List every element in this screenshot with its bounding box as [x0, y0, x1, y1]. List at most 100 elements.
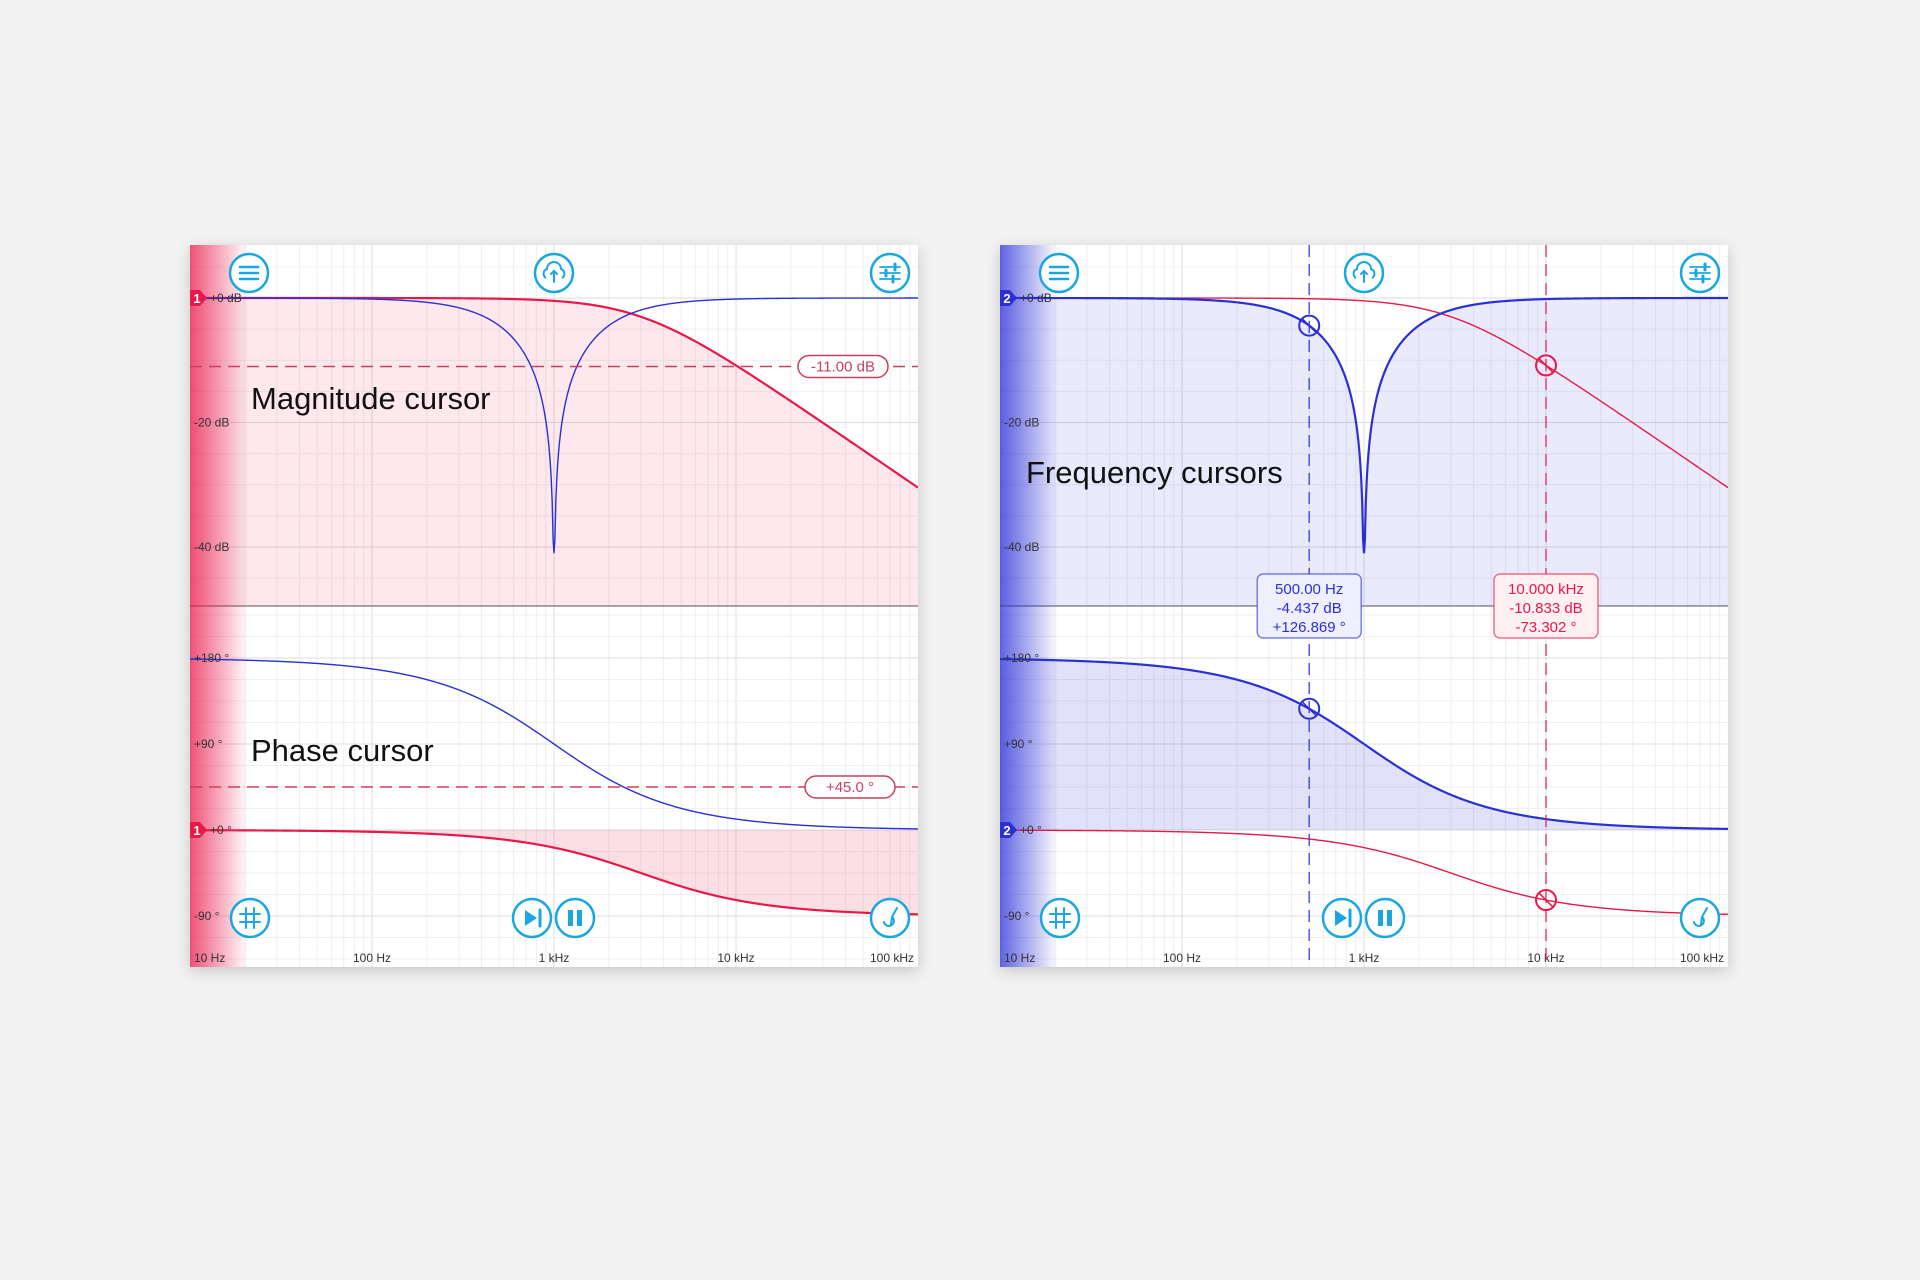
cursor-label-box: [804, 775, 896, 799]
sliders-icon[interactable]: [1679, 252, 1721, 294]
badge-number: 2: [1003, 823, 1010, 838]
grid-icon[interactable]: [229, 897, 271, 939]
readout-line: +126.869 °: [1273, 619, 1346, 636]
cursor-marker-ring: [1535, 354, 1557, 377]
readout-line: -4.437 dB: [1277, 600, 1342, 617]
frequency-tick-label: 100 Hz: [353, 951, 391, 965]
badge-shape: [190, 290, 207, 306]
cloud-upload-icon[interactable]: [1343, 252, 1385, 294]
phase-tick-label: +90 °: [194, 737, 223, 751]
active-filter-badge[interactable]: 1: [190, 822, 207, 838]
phase-fill: [190, 830, 918, 915]
phase-tick-label: +180 °: [194, 651, 229, 665]
play-triangle: [1335, 910, 1347, 926]
tuning-shape: [883, 907, 898, 927]
icon-ring: [554, 897, 596, 939]
active-filter-badge[interactable]: 2: [1000, 822, 1017, 838]
magnitude-cursor-caption: Magnitude cursor: [251, 381, 491, 416]
phase-tick-label: +0 °: [1020, 823, 1042, 837]
phase-tick-label: -90 °: [194, 909, 220, 923]
cursor-label-text: +45.0 °: [826, 779, 874, 796]
badge-number: 1: [193, 823, 200, 838]
sliders-icon[interactable]: [869, 252, 911, 294]
magnitude-tick-label: -20 dB: [1004, 416, 1039, 430]
cursor-label-box: [797, 354, 889, 379]
cursor-marker-ring: [1298, 697, 1321, 720]
tuning-icon[interactable]: [869, 897, 911, 939]
badge-number: 2: [1003, 291, 1010, 306]
tuning-icon[interactable]: [1679, 897, 1721, 939]
phase-curve-1: [190, 829, 918, 916]
frequency-tick-label: 10 Hz: [1004, 951, 1035, 965]
cloud-upload-icon[interactable]: [533, 252, 575, 294]
active-filter-badge[interactable]: 2: [1000, 290, 1017, 306]
tuning-shape: [1693, 907, 1708, 927]
active-filter-badge[interactable]: 1: [190, 290, 207, 306]
pause-bar: [568, 910, 573, 926]
grid-icon[interactable]: [1039, 897, 1081, 939]
readout-box: [1256, 573, 1362, 639]
pause-bar: [1387, 910, 1392, 926]
cursor-marker[interactable]: [1535, 889, 1557, 912]
cursor-marker[interactable]: [1535, 354, 1557, 377]
step-forward-icon[interactable]: [1321, 897, 1363, 939]
step-forward-icon[interactable]: [511, 897, 553, 939]
frequency-tick-label: 100 kHz: [870, 951, 914, 965]
icon-stroke: [553, 270, 558, 275]
frequency-tick-label: 100 kHz: [1680, 951, 1724, 965]
frequency-cursor-readout: 500.00 Hz -4.437 dB +126.869 °: [1256, 573, 1362, 639]
phase-tick-label: +90 °: [1004, 737, 1033, 751]
frequency-cursor-readout: 10.000 kHz -10.833 dB -73.302 °: [1493, 573, 1599, 639]
cloud-shape: [542, 261, 566, 279]
badge-shape: [1000, 822, 1017, 838]
cloud-shape: [1352, 261, 1376, 279]
frequency-cursors-caption: Frequency cursors: [1026, 455, 1283, 490]
icon-stroke: [1363, 270, 1368, 275]
phase-tick-label: +0 °: [210, 823, 232, 837]
magnitude-cursor-label[interactable]: -11.00 dB: [797, 354, 889, 379]
phase-cursor-caption: Phase cursor: [251, 733, 434, 768]
menu-icon[interactable]: [228, 252, 270, 294]
icon-ring: [229, 897, 271, 939]
bode-plot-magnitude-phase-cursor[interactable]: +0 dB -20 dB -40 dB +180 ° +90 ° +0 ° -90 ° 10 …: [190, 245, 918, 967]
bode-chart-left[interactable]: +0 dB -20 dB -40 dB +180 ° +90 ° +0 ° -90 ° 10 …: [190, 245, 918, 967]
icon-ring: [1039, 897, 1081, 939]
bode-chart-right[interactable]: +0 dB -20 dB -40 dB +180 ° +90 ° +0 ° -90 ° 10 …: [1000, 245, 1728, 967]
magnitude-curve-2: [1000, 296, 1728, 554]
phase-tick-label: -90 °: [1004, 909, 1030, 923]
magnitude-fill: [190, 298, 918, 606]
frequency-tick-label: 10 Hz: [194, 951, 225, 965]
badge-shape: [190, 822, 207, 838]
cursor-marker-ring: [1298, 314, 1321, 337]
frequency-tick-label: 1 kHz: [1349, 951, 1380, 965]
bode-plot-frequency-cursors[interactable]: +0 dB -20 dB -40 dB +180 ° +90 ° +0 ° -90 ° 10 …: [1000, 245, 1728, 967]
badge-number: 1: [193, 291, 200, 306]
icon-ring: [1364, 897, 1406, 939]
cursor-marker[interactable]: [1298, 314, 1321, 337]
readout-line: -10.833 dB: [1509, 600, 1582, 617]
magnitude-tick-label: +0 dB: [1020, 291, 1052, 305]
magnitude-tick-label: -40 dB: [194, 540, 229, 554]
magnitude-tick-label: +0 dB: [210, 291, 242, 305]
pause-icon[interactable]: [554, 897, 596, 939]
frequency-tick-label: 10 kHz: [717, 951, 754, 965]
cursor-marker-ring: [1535, 889, 1557, 912]
pause-bar: [577, 910, 582, 926]
magnitude-tick-label: -40 dB: [1004, 540, 1039, 554]
icon-ring: [869, 897, 911, 939]
phase-curve-2: [190, 658, 918, 830]
active-edge-highlight: [190, 245, 248, 967]
phase-curve-1: [1000, 829, 1728, 916]
phase-cursor-label[interactable]: +45.0 °: [804, 775, 896, 799]
cursor-marker-cross: [1301, 701, 1317, 717]
cursor-marker[interactable]: [1298, 697, 1321, 720]
phase-curve-2: [1000, 657, 1728, 831]
frequency-tick-label: 100 Hz: [1163, 951, 1201, 965]
magnitude-tick-label: -20 dB: [194, 416, 229, 430]
menu-icon[interactable]: [1038, 252, 1080, 294]
readout-line: -73.302 °: [1515, 619, 1576, 636]
cursor-marker-cross: [1301, 318, 1317, 334]
pause-icon[interactable]: [1364, 897, 1406, 939]
readout-line: 10.000 kHz: [1508, 581, 1584, 598]
frequency-tick-label: 1 kHz: [539, 951, 570, 965]
